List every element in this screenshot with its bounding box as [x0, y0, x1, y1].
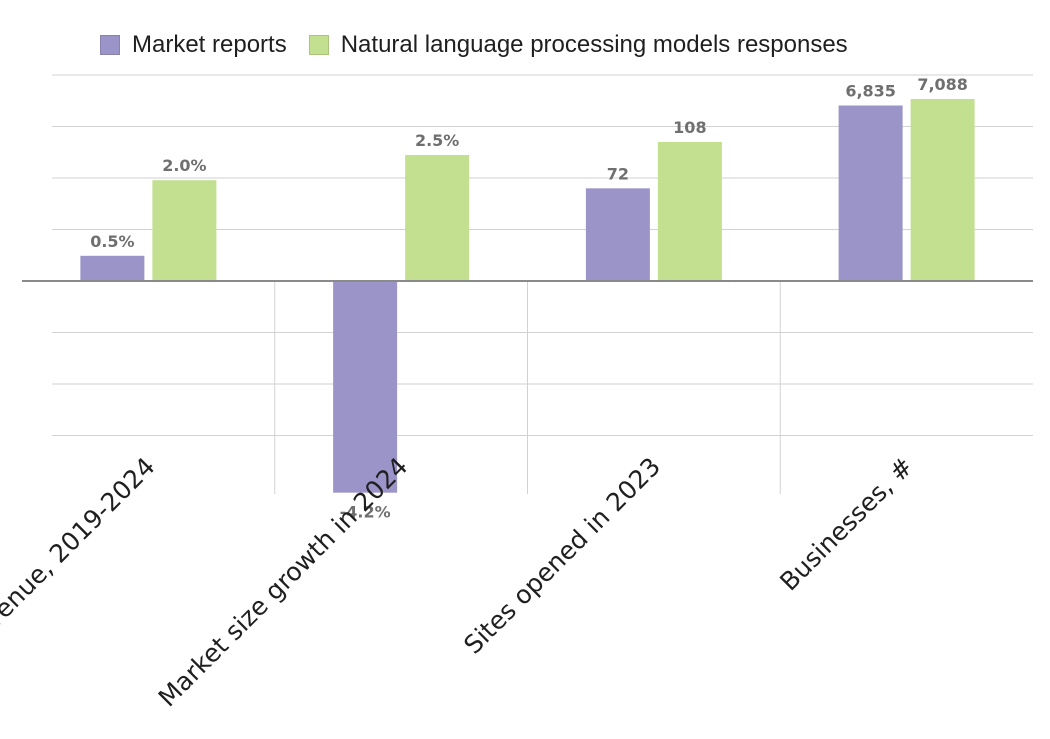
legend-swatch-market-reports — [100, 35, 120, 55]
category-label: Businesses, # — [774, 452, 919, 597]
legend-label-market-reports: Market reports — [132, 31, 287, 58]
data-label: 7,088 — [917, 75, 968, 94]
legend-label-nlp-responses: Natural language processing models respo… — [340, 31, 848, 58]
data-label: 72 — [607, 164, 629, 183]
bar-nlp-responses — [152, 180, 217, 281]
bar-nlp-responses — [405, 155, 470, 281]
data-label: 2.5% — [415, 131, 459, 150]
bar-market-reports — [333, 281, 398, 493]
legend-item-market-reports: Market reports — [100, 31, 287, 59]
legend: Market reports Natural language processi… — [100, 28, 870, 62]
category-label: Sites opened in 2023 — [458, 452, 666, 660]
data-label: 2.0% — [162, 156, 206, 175]
data-label: 6,835 — [845, 81, 896, 100]
legend-item-nlp-responses: Natural language processing models respo… — [308, 31, 848, 59]
bar-nlp-responses — [657, 142, 722, 281]
legend-swatch-nlp-responses — [308, 35, 329, 55]
data-label: -4.2% — [340, 503, 391, 522]
bar-market-reports — [838, 105, 903, 281]
data-label: 0.5% — [90, 232, 134, 251]
data-label: 108 — [673, 118, 706, 137]
bar-nlp-responses — [910, 99, 975, 281]
category-label: Revenue, 2019-2024 — [0, 452, 161, 657]
bar-market-reports — [80, 255, 145, 281]
bar-market-reports — [585, 188, 650, 281]
category-label: Market size growth in 2024 — [153, 452, 414, 713]
